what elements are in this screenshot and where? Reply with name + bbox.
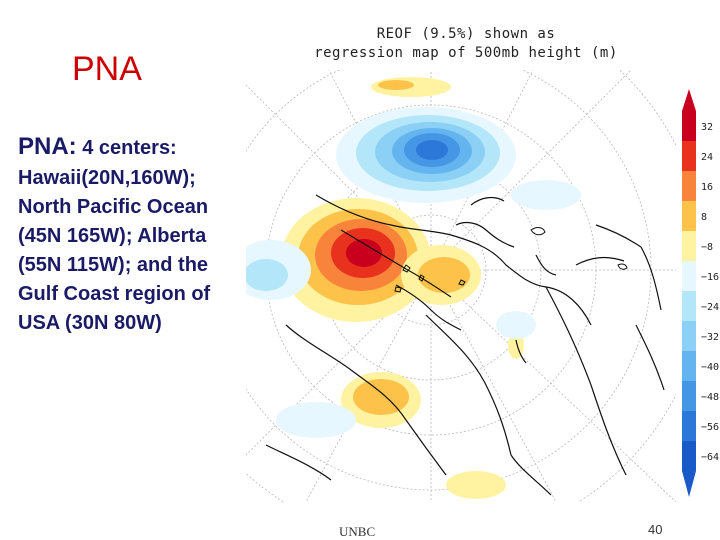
colorbar-segment xyxy=(682,321,696,352)
colorbar-segment xyxy=(682,111,696,142)
colorbar-segment xyxy=(682,231,696,262)
islands xyxy=(394,227,628,293)
slide-body: PNA: 4 centers: Hawaii(20N,160W); North … xyxy=(18,132,248,338)
map-panel: REOF (9.5%) shown as regression map of 5… xyxy=(246,25,720,502)
colorbar-segment xyxy=(682,381,696,412)
colorbar-label: −32 xyxy=(701,332,719,343)
negative-anomaly-north xyxy=(336,107,516,203)
colorbar-label: −24 xyxy=(701,302,719,313)
colorbar-segment xyxy=(682,201,696,232)
colorbar-label: 8 xyxy=(701,212,707,223)
negative-anomaly-west xyxy=(246,180,581,438)
colorbar-label: 32 xyxy=(701,122,713,133)
lead-label: PNA: xyxy=(18,133,77,160)
colorbar-segment xyxy=(682,411,696,442)
colorbar-top-arrow xyxy=(682,89,696,111)
positive-anomaly-east xyxy=(401,245,481,305)
positive-anomaly-pacific xyxy=(281,198,431,322)
colorbar-label: −64 xyxy=(701,452,719,463)
colorbar-label: −56 xyxy=(701,422,719,433)
page-number: 40 xyxy=(648,522,663,537)
colorbar-bottom-arrow xyxy=(682,471,696,497)
colorbar-label: −48 xyxy=(701,392,719,403)
map-caption-line1: REOF (9.5%) shown as xyxy=(376,26,556,42)
colorbar-segment xyxy=(682,171,696,202)
colorbar-label: 16 xyxy=(701,182,713,193)
colorbar-segment xyxy=(682,261,696,292)
colorbar-segment xyxy=(682,351,696,382)
colorbar: 32 24 16 8 −8 −16 −24 −32 −40 −48 −56 −64 xyxy=(682,89,719,497)
colorbar-label: −8 xyxy=(701,242,713,253)
colorbar-segment xyxy=(682,141,696,172)
map-caption: REOF (9.5%) shown as regression map of 5… xyxy=(246,25,686,63)
map-caption-line2: regression map of 500mb height (m) xyxy=(314,45,618,61)
coastlines xyxy=(265,194,665,496)
pna-centers-detail: Hawaii(20N,160W); North Pacific Ocean (4… xyxy=(18,167,211,334)
lead-rest: 4 centers: xyxy=(76,137,177,159)
slide-title: PNA xyxy=(72,50,142,88)
colorbar-label: 24 xyxy=(701,152,713,163)
colorbar-segment xyxy=(682,291,696,322)
colorbar-segment xyxy=(682,441,696,472)
colorbar-label: −16 xyxy=(701,272,719,283)
polar-map: 32 24 16 8 −8 −16 −24 −32 −40 −48 −56 −64 xyxy=(246,70,719,502)
colorbar-label: −40 xyxy=(701,362,719,373)
footer-source: UNBC xyxy=(339,524,376,539)
